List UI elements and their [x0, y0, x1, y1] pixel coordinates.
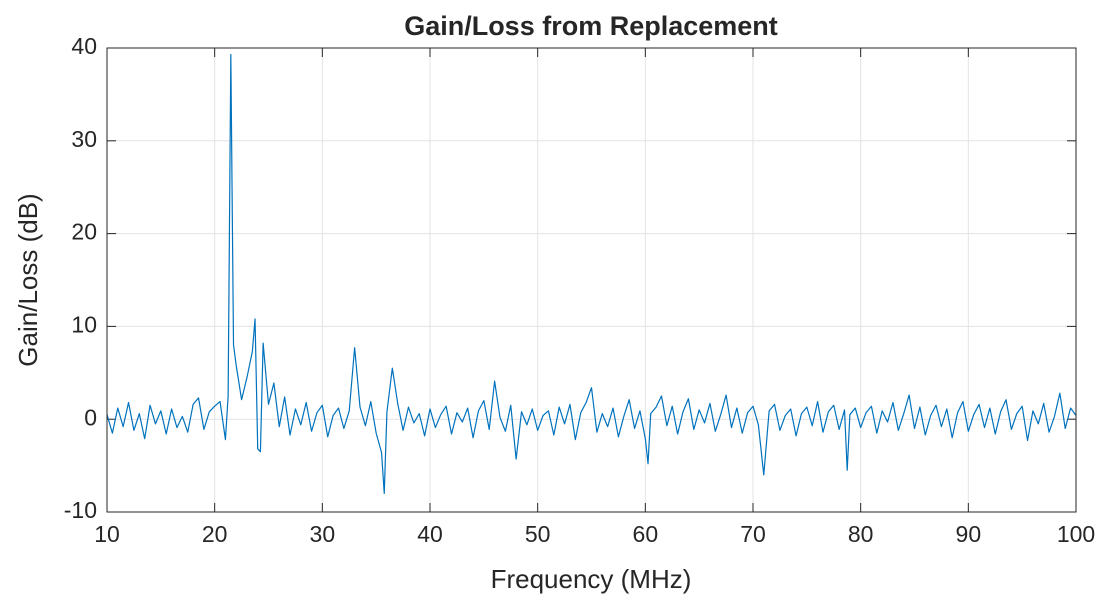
y-tick-label: 30 — [71, 126, 97, 152]
chart-title: Gain/Loss from Replacement — [404, 11, 778, 41]
y-tick-label: -10 — [64, 497, 97, 523]
plot-frame — [106, 47, 1077, 513]
x-tick-label: 50 — [525, 521, 551, 547]
x-tick-label: 90 — [956, 521, 982, 547]
data-line — [106, 53, 1077, 495]
y-tick-label: 40 — [71, 33, 97, 59]
x-tick-label: 80 — [848, 521, 874, 547]
y-axis-label: Gain/Loss (dB) — [13, 193, 43, 366]
x-axis-label: Frequency (MHz) — [491, 564, 692, 594]
y-tick-label: 0 — [84, 404, 97, 430]
x-tick-label: 100 — [1057, 521, 1095, 547]
x-tick-label: 70 — [740, 521, 766, 547]
x-tick-label: 60 — [633, 521, 659, 547]
y-tick-label: 10 — [71, 311, 97, 337]
x-tick-label: 30 — [310, 521, 336, 547]
y-tick-label: 20 — [71, 219, 97, 245]
x-tick-label: 10 — [94, 521, 120, 547]
x-tick-label: 20 — [202, 521, 228, 547]
x-tick-label: 40 — [417, 521, 443, 547]
